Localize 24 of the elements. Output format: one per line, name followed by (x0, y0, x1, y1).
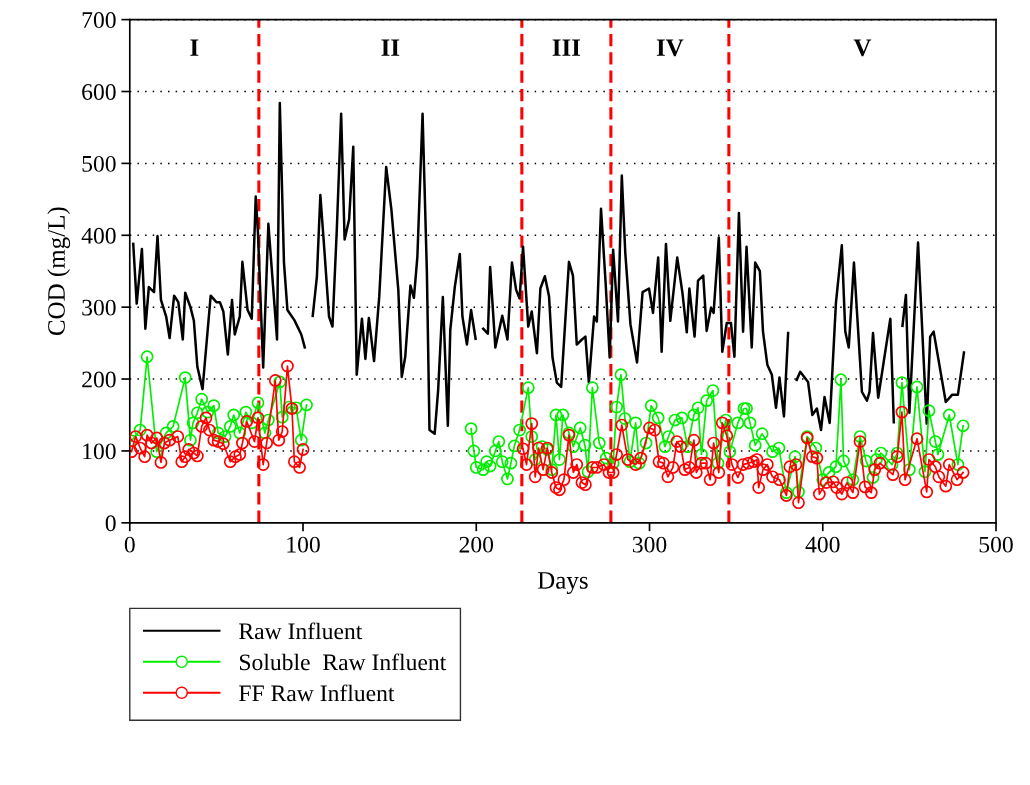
legend-label: Raw Influent (239, 622, 363, 640)
annotation: IV (656, 39, 684, 57)
y-tick-label: 100 (83, 443, 116, 460)
x-axis-title: Days (537, 572, 588, 594)
legend-label: FF Raw Influent (239, 684, 395, 702)
y-tick-label: 0 (105, 515, 116, 532)
y-tick-label: 300 (82, 299, 116, 316)
y-tick-label: 700 (82, 12, 116, 29)
annotation: I (190, 39, 199, 56)
x-tick-label: 400 (805, 536, 840, 553)
annotation: III (552, 39, 581, 56)
x-tick-label: 300 (632, 536, 667, 553)
y-tick-label: 200 (82, 371, 116, 388)
y-tick-label: 400 (81, 227, 116, 244)
x-tick-label: 0 (124, 536, 135, 553)
y-tick-label: 600 (82, 84, 116, 100)
annotation: V (853, 39, 872, 57)
x-tick-label: 200 (459, 536, 494, 553)
x-tick-label: 100 (287, 536, 320, 553)
annotation: II (381, 39, 400, 56)
y-axis-title: COD (mg/L) (47, 207, 71, 336)
y-tick-label: 500 (82, 155, 116, 172)
legend-label: Soluble Raw Influent (239, 653, 447, 671)
x-tick-label: 500 (979, 536, 1013, 553)
